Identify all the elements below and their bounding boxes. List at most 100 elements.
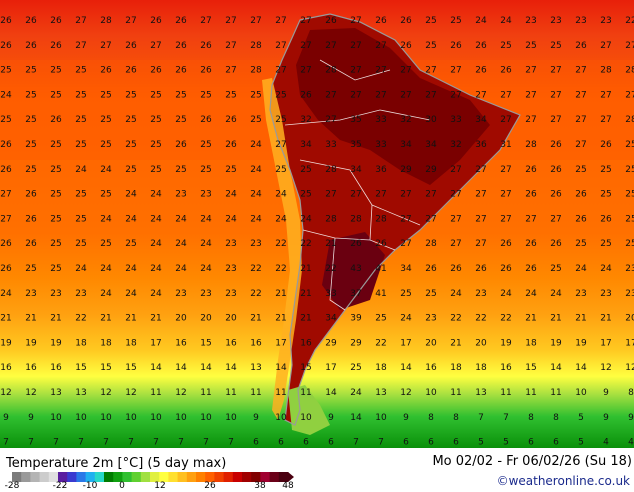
temperature-value: 27 [575,140,586,150]
temperature-value: 25 [0,66,11,76]
color-scale-swatch [232,472,243,482]
temperature-value: 25 [350,363,361,373]
color-scale-swatch [159,472,169,482]
temperature-value: 24 [150,214,162,224]
temperature-value: 27 [125,16,136,26]
temperature-value: 24 [250,140,262,150]
temperature-value: 27 [300,16,311,26]
color-scale-swatch [168,472,179,482]
temperature-value: 24 [100,214,112,224]
temperature-value: 25 [50,239,61,249]
temperature-value: 25 [175,90,186,100]
temperature-value: 9 [28,413,34,423]
color-scale-swatch [21,472,31,482]
temperature-value: 26 [50,16,62,26]
temperature-value: 23 [25,289,36,299]
temperature-value: 26 [500,66,512,76]
color-scale-swatch [67,472,77,482]
temperature-value: 25 [25,140,36,150]
temperature-value: 26 [125,66,137,76]
temperature-value: 26 [475,41,487,51]
temperature-value: 27 [75,16,86,26]
temperature-value: 26 [200,66,212,76]
temperature-value: 24 [150,239,162,249]
temperature-value: 26 [300,90,312,100]
temperature-value: 15 [125,363,136,373]
temperature-value: 17 [150,338,161,348]
temperature-value: 22 [300,239,311,249]
temperature-value: 19 [550,338,562,348]
temperature-value: 13 [375,388,386,398]
temperature-value: 24 [100,165,112,175]
temperature-value: 25 [100,239,111,249]
temperature-value: 25 [425,289,436,299]
temperature-value: 26 [25,16,37,26]
temperature-value: 34 [300,140,312,150]
temperature-value: 28 [425,239,437,249]
temperature-value: 29 [350,338,362,348]
temperature-value: 25 [625,214,634,224]
temperature-value: 26 [225,115,237,125]
temperature-value: 27 [200,16,211,26]
temperature-value: 25 [150,115,161,125]
temperature-value: 28 [250,41,262,51]
temperature-value: 16 [500,363,512,373]
temperature-value: 24 [200,264,212,274]
temperature-value: 25 [225,165,236,175]
temperature-value: 25 [200,140,211,150]
temperature-value: 24 [450,289,462,299]
temperature-value: 26 [175,41,187,51]
temperature-value: 14 [350,413,362,423]
temperature-value: 23 [50,289,61,299]
temperature-value: 27 [400,90,411,100]
temperature-value: 7 [128,438,134,448]
temperature-value: 22 [75,314,86,324]
temperature-value: 6 [278,438,284,448]
color-scale-tick: 12 [154,481,166,491]
temperature-value: 16 [250,338,262,348]
temperature-value: 15 [525,363,536,373]
temperature-value: 26 [375,239,387,249]
temperature-value: 10 [50,413,62,423]
temperature-value: 27 [550,214,561,224]
temperature-value: 24 [175,264,187,274]
temperature-value: 26 [525,239,537,249]
temperature-value: 27 [425,190,436,200]
temperature-value: 10 [75,413,87,423]
temperature-value: 14 [175,363,187,373]
temperature-value: 26 [375,16,387,26]
temperature-value: 37 [350,289,361,299]
temperature-value: 24 [300,214,312,224]
temperature-value: 27 [425,66,436,76]
temperature-value: 26 [25,41,37,51]
temperature-value: 34 [400,140,412,150]
temperature-value: 27 [450,190,461,200]
temperature-value: 19 [575,338,587,348]
temperature-value: 25 [75,90,86,100]
temperature-value: 27 [275,66,286,76]
temperature-value: 26 [525,264,537,274]
temperature-value: 25 [125,165,136,175]
temperature-value: 25 [300,190,311,200]
temperature-value: 23 [225,289,236,299]
color-scale-swatch [205,472,215,482]
temperature-value: 17 [625,338,634,348]
temperature-value: 34 [325,314,337,324]
temperature-value: 21 [300,264,311,274]
temperature-value: 21 [125,314,136,324]
temperature-value: 14 [150,363,162,373]
temperature-value: 23 [75,289,86,299]
temperature-value: 21 [300,289,311,299]
temperature-value: 26 [450,41,462,51]
temperature-value: 22 [275,264,286,274]
color-scale-swatch [214,472,225,482]
temperature-value: 17 [275,338,286,348]
temperature-value: 27 [350,66,361,76]
credit-link[interactable]: ©weatheronline.co.uk [496,474,630,488]
temperature-value: 25 [600,165,611,175]
temperature-value: 24 [275,190,287,200]
color-scale-swatch [39,472,50,482]
temperature-value: 10 [150,413,162,423]
color-scale-swatch [223,472,234,482]
temperature-value: 10 [275,413,287,423]
